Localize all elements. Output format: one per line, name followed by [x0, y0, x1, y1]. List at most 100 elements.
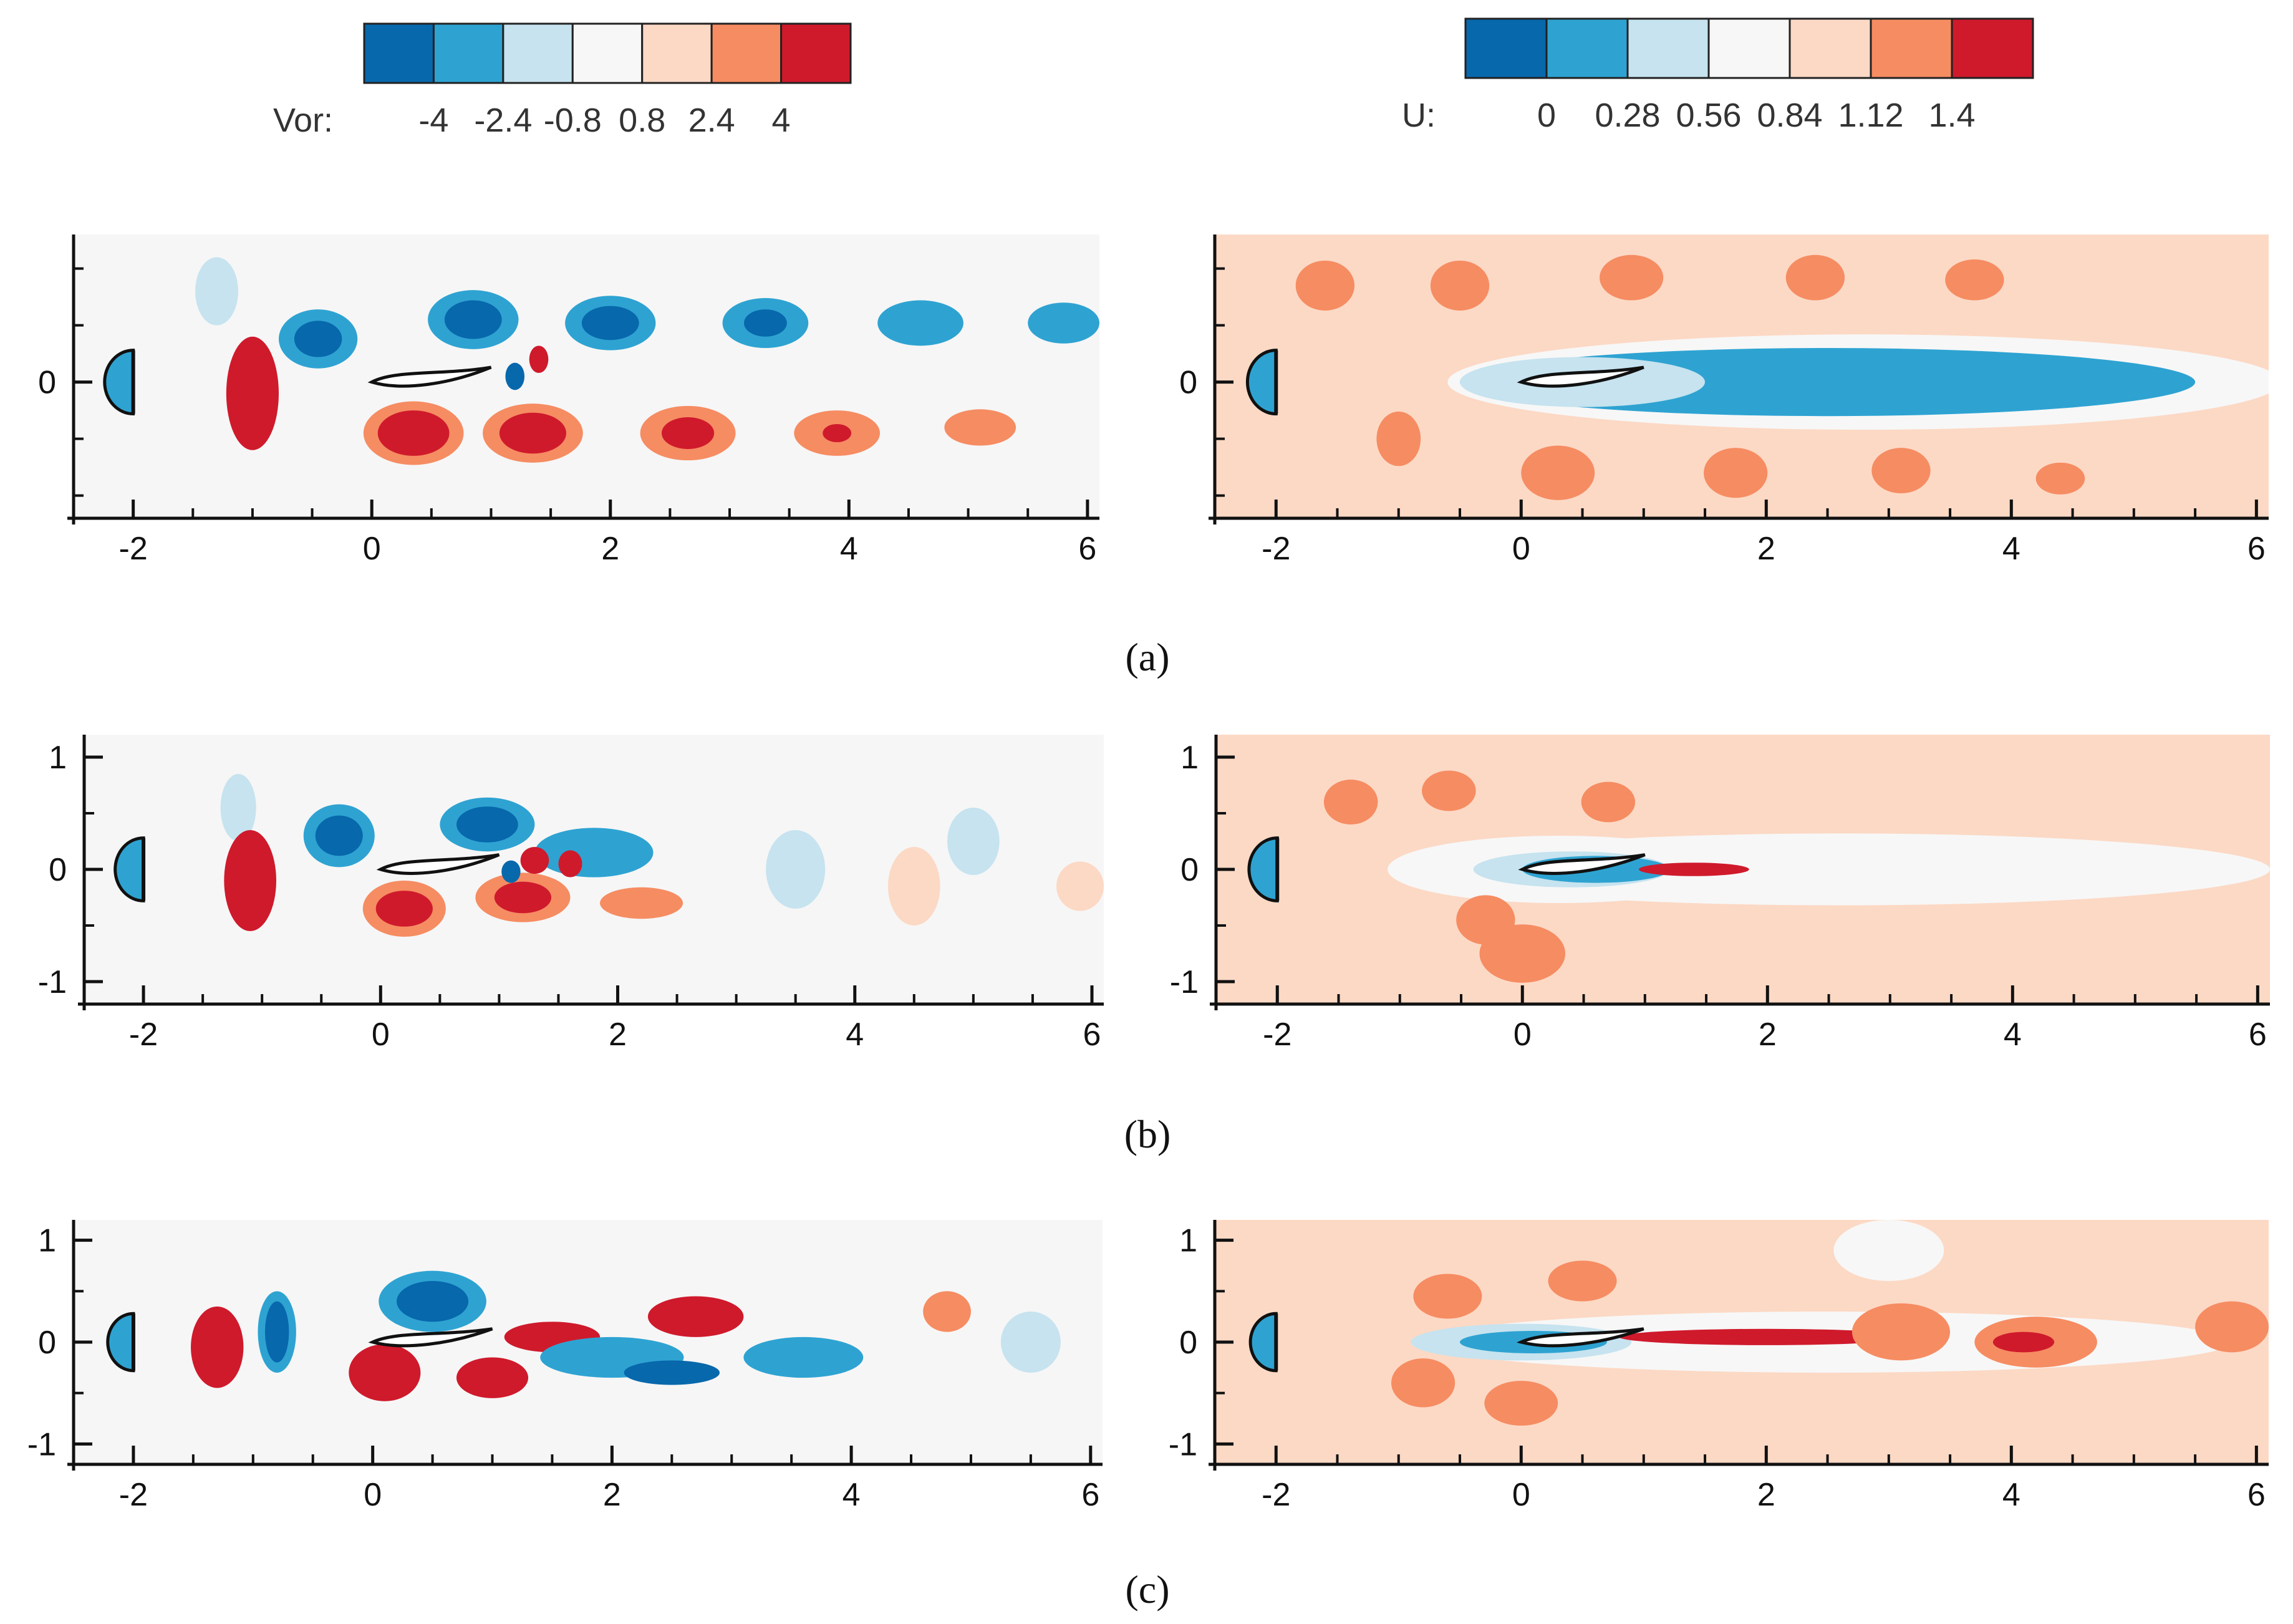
vortex-blob: [902, 311, 939, 335]
vortex-blob: [294, 321, 342, 357]
vortex-blob: [1600, 254, 1664, 301]
cylinder-body: [1247, 836, 1279, 902]
u-swatch: [1464, 17, 1548, 79]
vortex-blob: [315, 815, 363, 856]
vortex-blob: [1028, 302, 1099, 344]
foil-body: [368, 1327, 493, 1348]
y-tick-label: 0: [38, 365, 56, 401]
x-tick-label: 0: [363, 531, 381, 567]
panel-c-vor: -2 0 2 4 6 -1 0 1: [27, 1220, 1103, 1513]
vortex-blob: [1704, 448, 1768, 498]
vor-swatch: [432, 22, 504, 84]
vortex-blob: [647, 1296, 744, 1337]
vortex-blob: [377, 410, 450, 456]
y-tick-label: 0: [38, 1325, 56, 1361]
x-tick-label: 2: [601, 531, 619, 567]
u-swatch: [1951, 17, 2034, 79]
vor-colorbar: Vor: -4 -2.4 -0.8 0.8 2.4 4: [273, 22, 852, 139]
vortex-blob: [1548, 1260, 1617, 1302]
vortex-blob: [1000, 1312, 1061, 1373]
y-tick-label: -1: [27, 1426, 56, 1462]
cylinder-body: [106, 1312, 135, 1373]
x-tick-label: 6: [1083, 1017, 1101, 1053]
u-tick-label: 0.28: [1595, 97, 1660, 134]
contour-field: [1215, 1220, 2269, 1464]
y-tick-label: -1: [1170, 964, 1199, 1000]
x-tick-label: -2: [129, 1017, 158, 1053]
x-tick-label: -2: [1262, 531, 1290, 567]
u-swatch: [1707, 17, 1791, 79]
x-tick-label: -2: [119, 1477, 148, 1513]
vortex-blob: [494, 881, 552, 914]
vortex-blob: [1056, 861, 1104, 911]
foil-body: [1516, 1327, 1644, 1348]
panel-a-vor: -2 0 2 4 6 0: [38, 234, 1099, 567]
caption-b: (b): [1124, 1112, 1171, 1156]
x-tick-label: 0: [364, 1477, 382, 1513]
vortex-blob: [226, 336, 279, 450]
x-tick-label: 6: [1081, 1477, 1099, 1513]
vortex-blob: [520, 847, 549, 874]
vortex-blob: [1413, 1274, 1482, 1319]
vortex-blob: [581, 306, 639, 341]
y-tick-label: 0: [1180, 852, 1199, 888]
u-swatch: [1789, 17, 1872, 79]
vortex-blob: [1422, 770, 1476, 811]
vortex-blob: [1295, 260, 1355, 311]
contour-field: [1215, 234, 2269, 518]
panel-a-u: -2 0 2 4 6 0: [1179, 234, 2269, 567]
vortex-blob: [397, 1281, 469, 1322]
vortex-blob: [1391, 1358, 1455, 1408]
foil-body: [376, 853, 500, 875]
vortex-blob: [923, 1291, 971, 1332]
cylinder-body: [1249, 1312, 1278, 1373]
vortex-blob: [1376, 411, 1421, 466]
vortex-blob: [1521, 445, 1595, 500]
vortex-blob: [456, 806, 518, 843]
vor-tick-label: -4: [418, 102, 448, 139]
contour-field: [74, 1220, 1103, 1464]
y-tick-label: -1: [38, 964, 67, 1000]
vortex-blob: [1992, 1332, 2055, 1353]
x-tick-label: -2: [1263, 1017, 1291, 1053]
u-swatch: [1626, 17, 1710, 79]
x-tick-label: 4: [840, 531, 858, 567]
y-tick-label: 1: [1179, 1223, 1197, 1259]
panel-b-vor: -2 0 2 4 6 -1 0 1: [38, 735, 1104, 1053]
u-tick-label: 1.4: [1928, 97, 1975, 134]
vortex-blob: [887, 847, 940, 926]
x-tick-label: 4: [2002, 1477, 2020, 1513]
vor-tick-label: -0.8: [544, 102, 602, 139]
vortex-blob: [823, 423, 852, 443]
vortex-blob: [505, 362, 525, 390]
x-tick-label: 2: [603, 1477, 621, 1513]
vor-swatch: [780, 22, 852, 84]
x-tick-label: 4: [2002, 531, 2020, 567]
vortex-blob: [195, 257, 238, 326]
vor-label: Vor:: [273, 102, 333, 139]
vortex-blob: [1430, 260, 1490, 311]
vortex-blob: [1581, 781, 1636, 823]
x-tick-label: 4: [2004, 1017, 2022, 1053]
vortex-blob: [662, 417, 715, 449]
foil-body: [367, 365, 492, 388]
vortex-blob: [2035, 462, 2085, 495]
vor-swatch: [363, 22, 435, 84]
vortex-blob: [529, 346, 549, 374]
vortex-blob: [1851, 1303, 1951, 1361]
u-label: U:: [1402, 97, 1436, 134]
vortex-blob: [1833, 1220, 1944, 1281]
x-tick-label: 6: [1078, 531, 1096, 567]
x-tick-label: 6: [2247, 531, 2266, 567]
panel-b-u: -2 0 2 4 6 -1 0 1: [1170, 735, 2270, 1053]
vortex-blob: [501, 860, 521, 883]
cylinder-body: [1245, 349, 1278, 416]
vortex-blob: [1945, 259, 2004, 301]
u-tick-label: 0.84: [1757, 97, 1822, 134]
vortex-blob: [375, 891, 433, 927]
panel-captions: (a) (b) (c): [1124, 635, 1171, 1612]
x-tick-label: -2: [1262, 1477, 1290, 1513]
vor-swatch: [641, 22, 713, 84]
cylinder-body: [113, 836, 145, 902]
